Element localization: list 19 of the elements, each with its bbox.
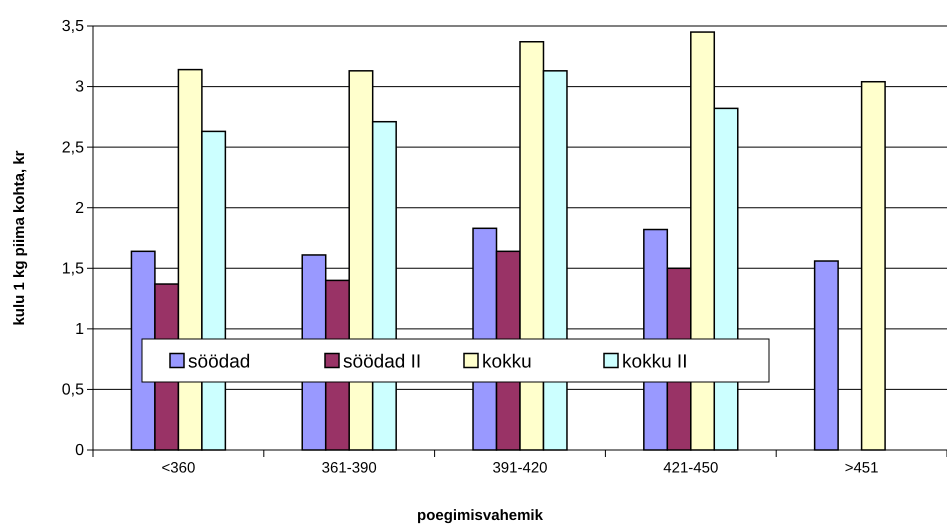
x-tick-label: <360	[162, 460, 196, 477]
y-axis-title: kulu 1 kg piima kohta, kr	[11, 150, 28, 326]
x-tick-label: >451	[844, 460, 878, 477]
y-tick-label: 3,5	[62, 18, 84, 36]
y-tick-label: 0	[75, 442, 84, 460]
legend-label: söödad II	[343, 352, 422, 372]
x-tick-label: 391-420	[492, 460, 548, 477]
y-tick-label: 2	[75, 200, 84, 217]
legend-label: söödad	[188, 352, 250, 372]
y-tick-label: 1	[75, 320, 84, 338]
y-tick-label: 3	[75, 78, 84, 96]
x-tick-label: 421-450	[663, 460, 718, 477]
y-tick-label: 0,5	[62, 382, 84, 399]
x-tick-label: 361-390	[322, 460, 377, 477]
legend-label: kokku	[482, 352, 532, 372]
y-tick-label: 1,5	[62, 260, 84, 278]
legend-label: kokku II	[622, 352, 688, 372]
y-tick-label: 2,5	[62, 139, 84, 156]
x-axis-title: poegimisvahemik	[417, 507, 544, 524]
